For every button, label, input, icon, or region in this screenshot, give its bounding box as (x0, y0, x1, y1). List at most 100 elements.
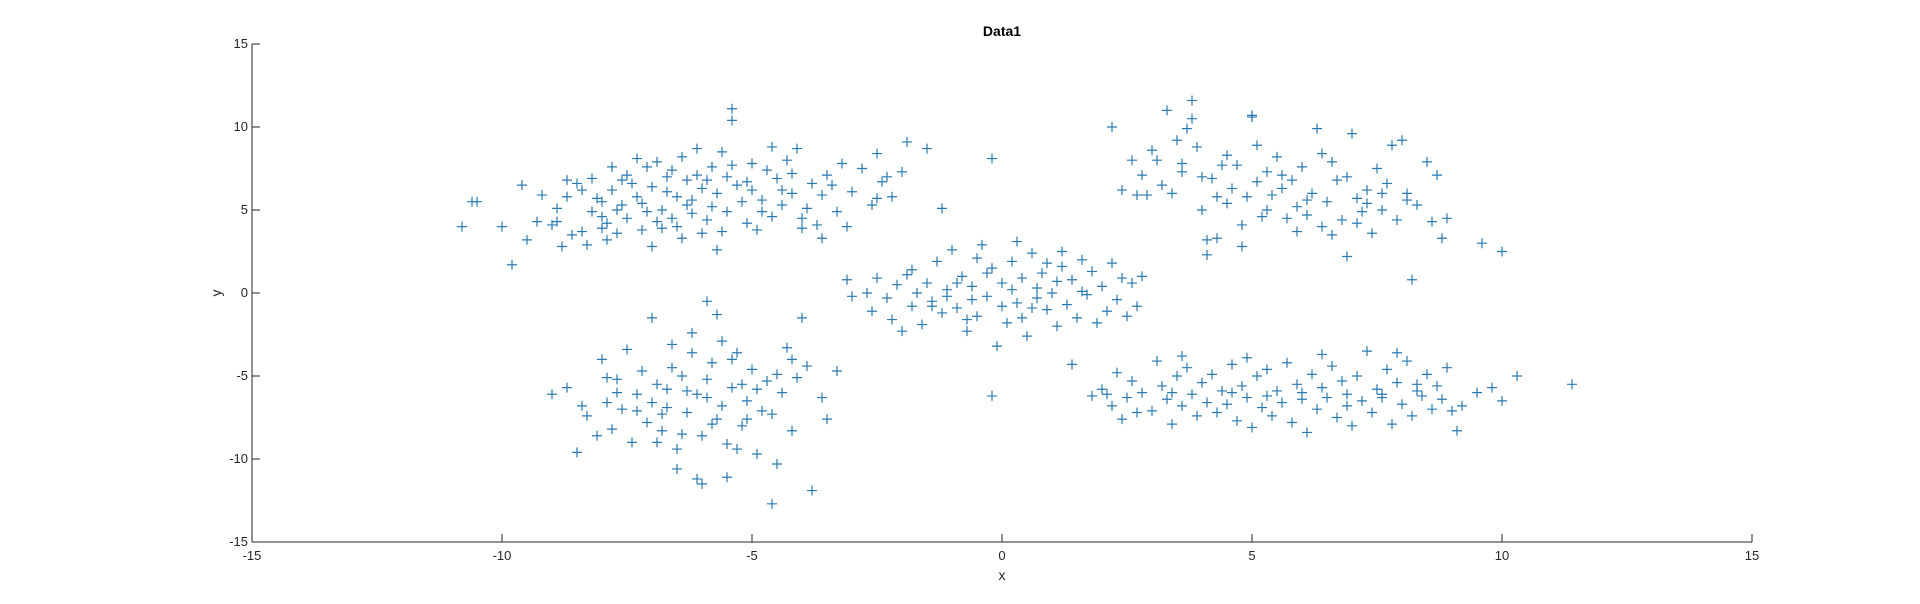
data-point (1027, 302, 1037, 313)
data-point (1227, 359, 1237, 370)
data-point (702, 214, 712, 225)
data-point (647, 181, 657, 192)
data-point (727, 115, 737, 126)
data-point (1187, 113, 1197, 124)
data-point (1262, 205, 1272, 215)
data-point (847, 291, 857, 302)
data-point (1197, 171, 1207, 182)
data-point (622, 170, 632, 181)
data-point (622, 344, 632, 355)
data-point (1057, 261, 1067, 272)
data-point (1132, 190, 1142, 201)
data-point (587, 173, 597, 184)
data-point (1132, 407, 1142, 418)
data-point (587, 206, 597, 217)
data-point (732, 180, 742, 191)
data-point (637, 224, 647, 235)
data-point (1172, 135, 1182, 146)
data-point (877, 176, 887, 187)
data-point (627, 437, 637, 448)
data-point (1042, 304, 1052, 315)
data-point (742, 176, 752, 187)
data-point (1217, 385, 1227, 396)
data-point (862, 288, 872, 298)
data-point (562, 382, 572, 393)
y-tick-label: 0 (241, 285, 248, 300)
data-point (687, 347, 697, 358)
data-point (1117, 185, 1127, 196)
data-point (682, 385, 692, 396)
y-tick-label: 5 (241, 202, 248, 217)
data-point (1497, 246, 1507, 257)
data-point (872, 273, 882, 284)
data-point (647, 312, 657, 323)
data-point (1122, 311, 1132, 322)
data-point (1107, 258, 1117, 269)
data-point (1067, 274, 1077, 285)
data-point (612, 228, 622, 239)
data-point (717, 146, 727, 157)
data-point (642, 206, 652, 217)
data-point (947, 244, 957, 255)
data-point (1252, 371, 1262, 381)
data-point (767, 211, 777, 222)
data-point (1292, 226, 1302, 237)
data-point (857, 163, 867, 174)
data-point (817, 392, 827, 403)
data-point (1137, 170, 1147, 181)
x-tick-label: -5 (746, 548, 758, 563)
data-point (732, 347, 742, 358)
data-point (1302, 195, 1312, 206)
data-point (737, 196, 747, 207)
data-point (457, 221, 467, 232)
data-point (787, 168, 797, 179)
data-point (757, 405, 767, 416)
data-point (777, 185, 787, 196)
data-point (1342, 389, 1352, 400)
data-point (937, 203, 947, 214)
data-point (1327, 156, 1337, 167)
data-point (762, 375, 772, 386)
data-point (1257, 402, 1267, 413)
data-point (807, 178, 817, 189)
data-point (1387, 140, 1397, 151)
data-point (657, 223, 667, 234)
data-point (1152, 356, 1162, 367)
data-point (977, 239, 987, 250)
data-point (962, 314, 972, 325)
data-point (982, 268, 992, 279)
data-point (837, 158, 847, 169)
data-point (1197, 205, 1207, 215)
data-point (1387, 419, 1397, 430)
data-point (907, 301, 917, 312)
data-point (822, 170, 832, 181)
data-point (962, 326, 972, 337)
data-point (597, 211, 607, 222)
data-point (662, 186, 672, 197)
data-point (872, 193, 882, 204)
data-point (682, 200, 692, 211)
data-point (1337, 214, 1347, 225)
data-point (1102, 306, 1112, 317)
data-point (1197, 377, 1207, 388)
data-point (747, 364, 757, 375)
data-point (1447, 405, 1457, 416)
data-point (1407, 410, 1417, 421)
data-point (1142, 190, 1152, 201)
data-point (1297, 387, 1307, 398)
data-point (1042, 258, 1052, 269)
data-point (792, 143, 802, 154)
x-tick-label: -15 (243, 548, 262, 563)
data-point (1167, 387, 1177, 398)
data-point (1202, 249, 1212, 260)
data-point (812, 219, 822, 230)
data-point (682, 407, 692, 418)
data-point (1317, 349, 1327, 360)
data-point (1347, 420, 1357, 431)
data-point (972, 311, 982, 322)
data-point (772, 458, 782, 469)
data-point (1177, 351, 1187, 362)
data-point (1202, 397, 1212, 408)
data-point (1347, 128, 1357, 139)
data-point (1137, 387, 1147, 398)
